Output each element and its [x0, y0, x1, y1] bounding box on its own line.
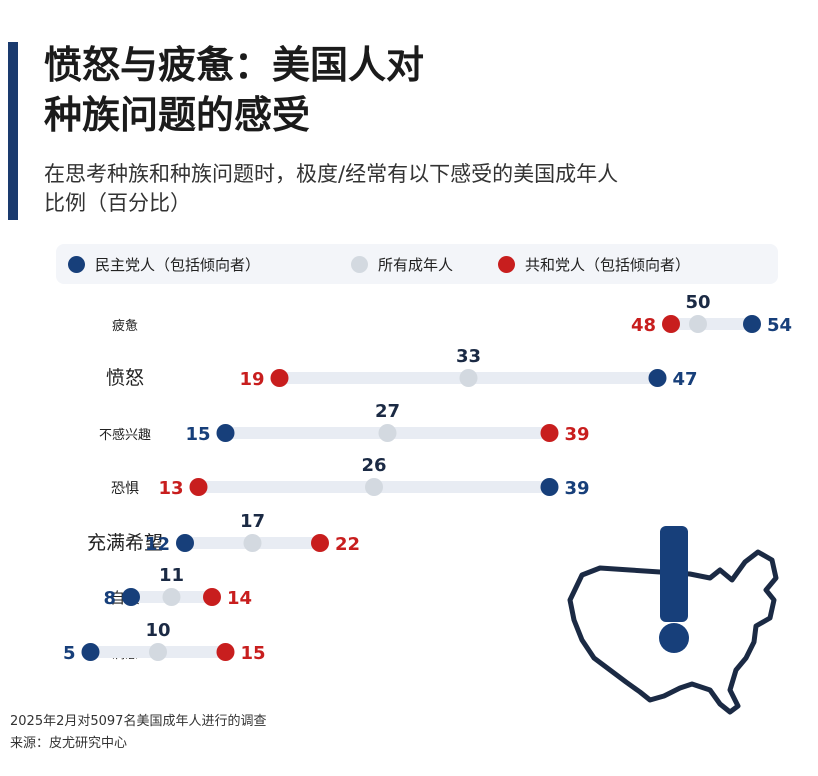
usa-map-exclamation-icon [567, 526, 779, 715]
dem-value-label: 54 [767, 315, 792, 336]
title-line-1: 愤怒与疲惫：美国人对 [44, 43, 425, 87]
all-value-label: 33 [456, 346, 481, 367]
dem-dot [648, 369, 667, 387]
all-value-label: 10 [145, 620, 170, 641]
rep-dot [216, 643, 235, 661]
dem-value-label: 8 [103, 588, 116, 609]
all-dot [243, 534, 262, 552]
all-value-label: 27 [375, 401, 400, 422]
legend-label-rep: 共和党人（包括倾向者） [525, 255, 691, 274]
all-dot [365, 478, 383, 496]
all-value-label: 17 [240, 511, 265, 532]
rep-dot [203, 588, 221, 606]
rep-dot [540, 424, 559, 442]
page-title: 愤怒与疲惫：美国人对 种族问题的感受 [44, 40, 604, 140]
legend-item-dem: 民主党人（包括倾向者） [68, 244, 260, 284]
dem-dot [216, 424, 235, 442]
dem-value-label: 39 [565, 478, 590, 499]
rep-dot [662, 315, 680, 333]
dem-value-label: 47 [673, 369, 698, 390]
all-dot [459, 369, 478, 387]
dem-value-label: 15 [185, 424, 210, 445]
all-value-label: 50 [685, 292, 710, 313]
dot-range-chart: 疲惫 54 50 48 愤怒 47 33 19 不感兴趣 15 27 39 恐惧 39 26 13 充满希望12… [63, 292, 792, 664]
all-dot [378, 424, 397, 442]
legend: 民主党人（包括倾向者） 所有成年人 共和党人（包括倾向者） [56, 244, 778, 284]
rep-value-label: 15 [241, 643, 266, 664]
category-label: 恐惧 [111, 481, 139, 497]
category-label: 不感兴趣 [99, 427, 151, 443]
rep-value-label: 22 [335, 534, 360, 555]
rep-dot [189, 478, 208, 496]
dem-dot [743, 315, 761, 333]
legend-item-all: 所有成年人 [351, 244, 453, 284]
subtitle-line-2: 比例（百分比） [44, 191, 191, 215]
legend-label-dem: 民主党人（包括倾向者） [95, 255, 261, 274]
accent-bar [8, 42, 18, 220]
dem-value-label: 12 [145, 534, 170, 555]
dem-dot [122, 588, 140, 606]
all-dot [162, 588, 181, 606]
legend-dot-rep [498, 255, 515, 273]
footnote: 2025年2月对5097名美国成年人进行的调查 来源：皮尤研究中心 [10, 711, 266, 755]
subtitle: 在思考种族和种族问题时，极度/经常有以下感受的美国成年人 比例（百分比） [44, 160, 804, 218]
rep-dot [270, 369, 289, 387]
legend-label-all: 所有成年人 [378, 255, 454, 274]
survey-note: 2025年2月对5097名美国成年人进行的调查 [10, 714, 267, 729]
legend-dot-all [351, 255, 368, 273]
dem-value-label: 5 [63, 643, 76, 664]
rep-value-label: 39 [565, 424, 590, 445]
title-line-2: 种族问题的感受 [44, 93, 311, 137]
rep-value-label: 14 [227, 588, 252, 609]
source-note: 来源：皮尤研究中心 [10, 736, 128, 751]
all-dot [149, 643, 167, 661]
category-label: 充满希望 [87, 532, 163, 554]
legend-dot-dem [68, 255, 85, 273]
dem-dot [81, 643, 100, 661]
rep-dot [311, 534, 329, 552]
all-value-label: 11 [159, 565, 184, 586]
all-dot [689, 315, 707, 333]
dem-dot [540, 478, 559, 496]
category-label: 愤怒 [106, 367, 144, 389]
dem-dot [176, 534, 194, 552]
category-label: 疲惫 [112, 318, 138, 334]
subtitle-line-1: 在思考种族和种族问题时，极度/经常有以下感受的美国成年人 [44, 162, 619, 186]
all-value-label: 26 [361, 455, 386, 476]
rep-value-label: 48 [631, 315, 656, 336]
legend-item-rep: 共和党人（包括倾向者） [498, 244, 690, 284]
rep-value-label: 19 [239, 369, 264, 390]
rep-value-label: 13 [158, 478, 183, 499]
